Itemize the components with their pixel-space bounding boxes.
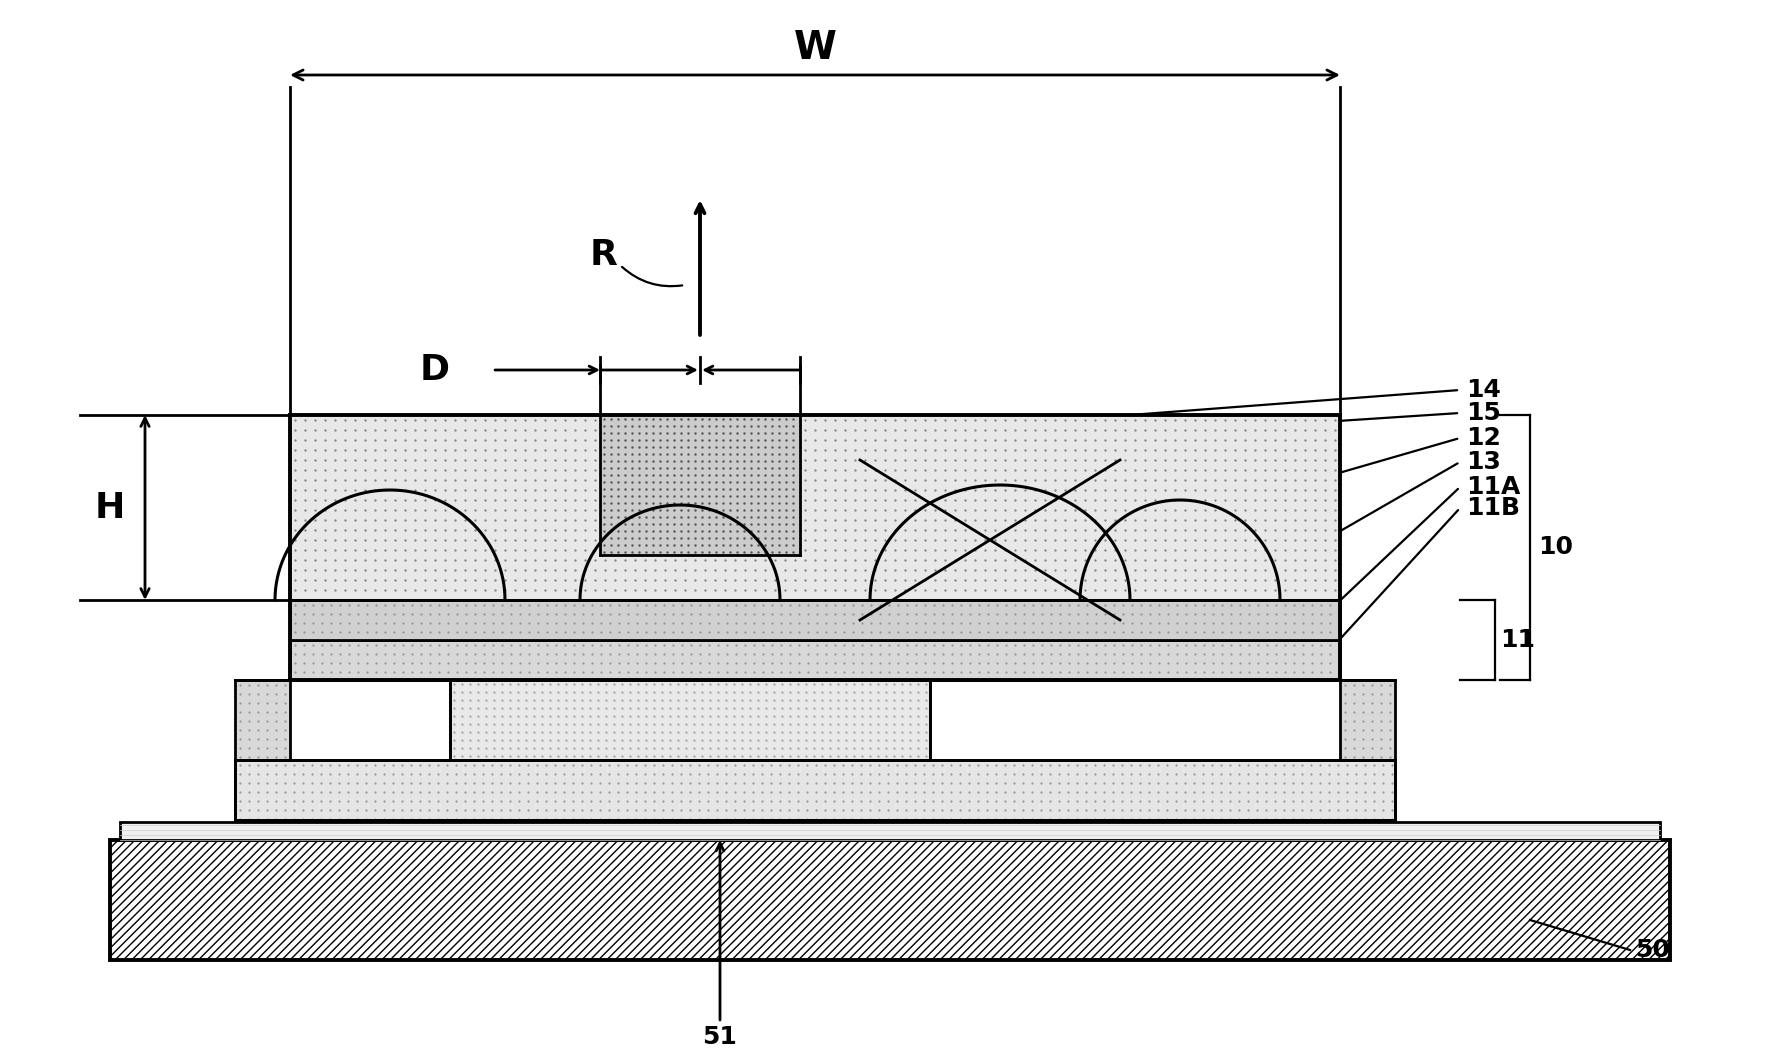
Text: 50: 50 [1635,938,1669,962]
Bar [120,822,1660,840]
Text: 14: 14 [1465,378,1501,402]
Text: 10: 10 [1539,535,1573,560]
Text: 15: 15 [1465,401,1501,425]
Text: R: R [590,238,617,272]
Text: 12: 12 [1465,426,1501,450]
Bar [234,760,1395,820]
Polygon shape [451,680,930,760]
Text: 13: 13 [1465,450,1501,474]
Text: 51: 51 [703,1025,737,1048]
Text: D: D [420,353,451,387]
Bar [599,415,800,555]
Text: 11B: 11B [1465,496,1521,519]
Text: H: H [95,491,125,525]
Bar [109,840,1669,960]
Text: W: W [794,29,837,67]
Text: 11A: 11A [1465,475,1521,499]
Text: 11: 11 [1499,628,1535,652]
Polygon shape [234,680,290,760]
Bar [290,640,1340,680]
Bar [290,415,1340,600]
Bar [290,600,1340,640]
Polygon shape [1340,680,1395,760]
